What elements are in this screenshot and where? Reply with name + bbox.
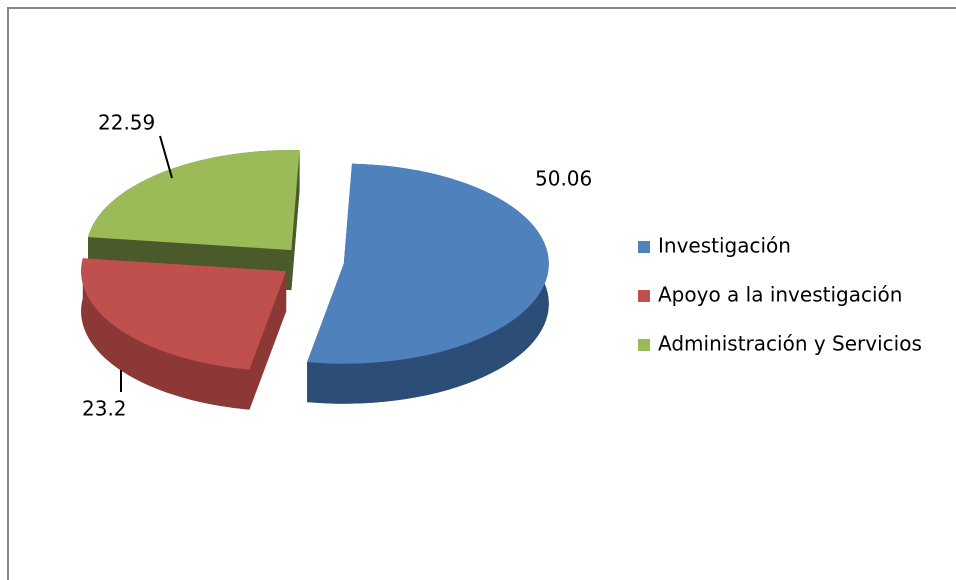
pie [81,150,549,410]
legend-swatch [638,241,650,253]
leader-line [159,135,173,179]
legend-label: Apoyo a la investigación [658,283,902,307]
legend: Investigación Apoyo a la investigación Adm… [638,234,922,356]
slice-rim [81,258,250,410]
slice [88,150,300,251]
slice [307,163,549,364]
data-label: 22.59 [98,111,155,135]
legend-swatch [638,339,650,351]
legend-swatch [638,290,650,302]
legend-label: Administración y Servicios [658,332,922,356]
slice [81,258,287,370]
legend-label: Investigación [658,234,791,258]
data-label: 50.06 [535,167,592,191]
data-label: 23.2 [82,397,127,421]
